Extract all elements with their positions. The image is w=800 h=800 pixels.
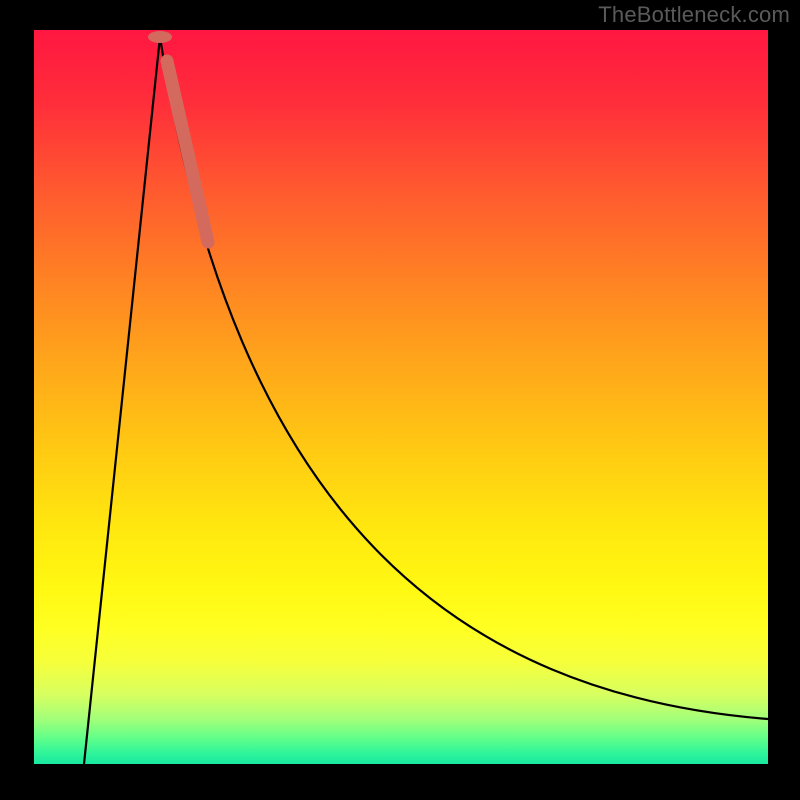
plot-area-gradient bbox=[34, 30, 768, 764]
bottleneck-chart bbox=[0, 0, 800, 800]
chart-container: TheBottleneck.com bbox=[0, 0, 800, 800]
optimal-point-marker bbox=[148, 31, 172, 43]
watermark-text: TheBottleneck.com bbox=[598, 2, 790, 28]
